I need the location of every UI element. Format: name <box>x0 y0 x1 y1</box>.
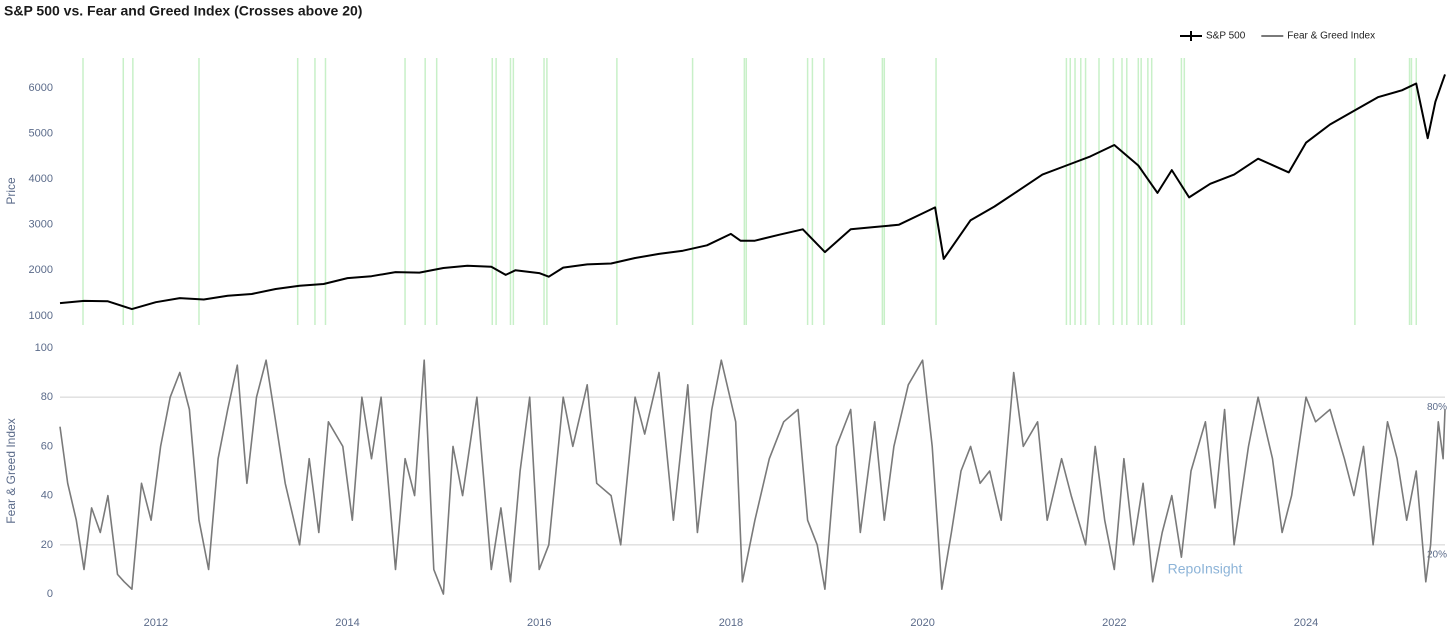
y-tick-label: 60 <box>41 440 53 452</box>
y-tick-label: 6000 <box>29 82 53 94</box>
series-line <box>59 74 1446 311</box>
y-tick-label: 100 <box>35 342 53 354</box>
x-tick-label: 2018 <box>719 617 743 629</box>
reference-label: 80% <box>1427 402 1447 413</box>
y-axis-title: Fear & Greed Index <box>4 418 18 523</box>
y-tick-label: 0 <box>47 588 53 600</box>
legend-label: Fear & Greed Index <box>1287 31 1375 42</box>
y-tick-label: 3000 <box>29 219 53 231</box>
watermark: RepoInsight <box>1168 561 1243 577</box>
reference-label: 20% <box>1427 549 1447 560</box>
y-axis-title: Price <box>4 177 18 205</box>
x-tick-label: 2014 <box>335 617 359 629</box>
series-line <box>59 359 1446 595</box>
y-tick-label: 20 <box>41 539 53 551</box>
x-tick-label: 2024 <box>1294 617 1318 629</box>
x-tick-label: 2016 <box>527 617 551 629</box>
legend-item: S&P 500 <box>1180 31 1246 42</box>
x-tick-label: 2012 <box>144 617 168 629</box>
y-tick-label: 1000 <box>29 310 53 322</box>
legend-label: S&P 500 <box>1206 31 1246 42</box>
chart-title: S&P 500 vs. Fear and Greed Index (Crosse… <box>4 3 362 19</box>
y-tick-label: 5000 <box>29 128 53 140</box>
y-tick-label: 40 <box>41 490 53 502</box>
x-tick-label: 2020 <box>910 617 934 629</box>
legend-item: Fear & Greed Index <box>1261 31 1375 42</box>
y-tick-label: 4000 <box>29 173 53 185</box>
y-tick-label: 80 <box>41 391 53 403</box>
x-tick-label: 2022 <box>1102 617 1126 629</box>
y-tick-label: 2000 <box>29 264 53 276</box>
